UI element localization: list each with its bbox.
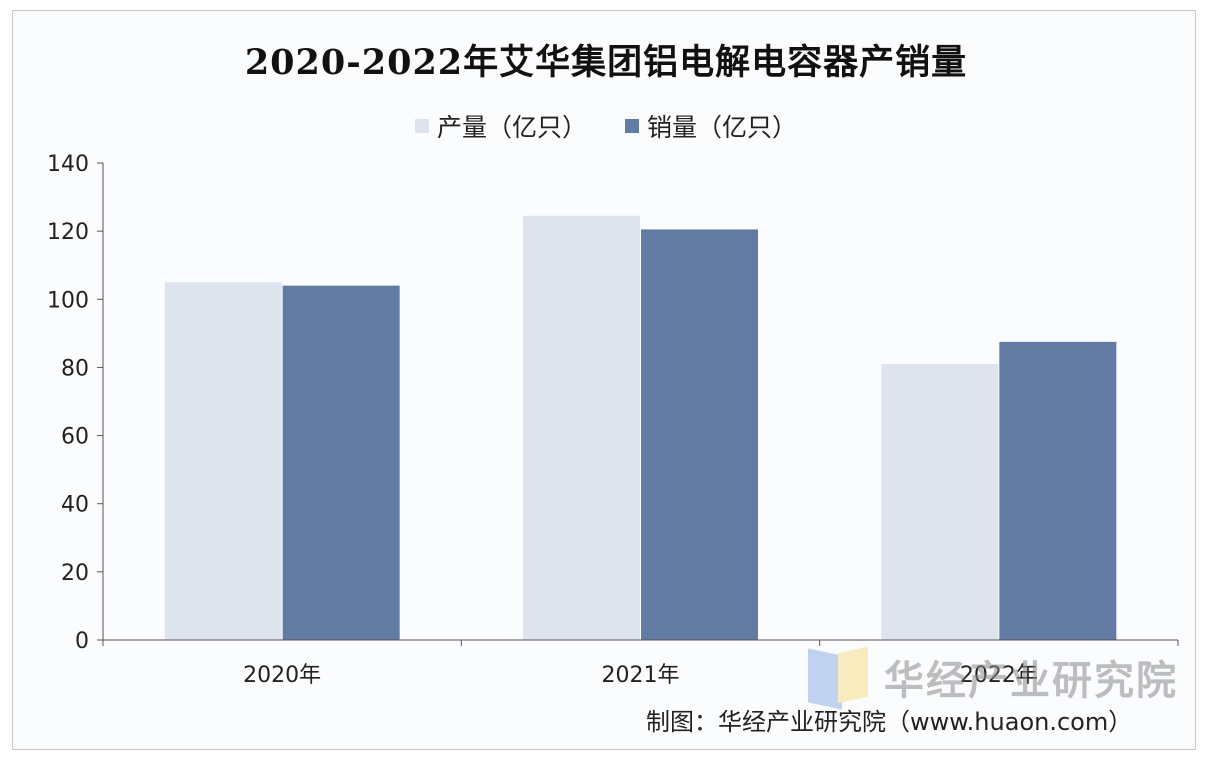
x-tick-label: 2022年 <box>960 663 1038 688</box>
watermark-text: 华经产业研究院 <box>884 658 1178 704</box>
x-tick-label: 2020年 <box>243 663 321 688</box>
y-tick-label: 60 <box>61 425 89 450</box>
y-tick-label: 40 <box>61 493 89 518</box>
y-tick-label: 120 <box>47 220 89 245</box>
source-note: 制图：华经产业研究院（www.huaon.com） <box>646 708 1133 736</box>
y-tick-label: 140 <box>47 152 89 177</box>
bar-production-0 <box>164 282 282 640</box>
x-tick-label: 2021年 <box>602 663 680 688</box>
legend-swatch-production <box>414 119 429 133</box>
chart-title: 2020-2022年艾华集团铝电解电容器产销量 <box>244 42 968 83</box>
y-tick-label: 100 <box>47 288 89 313</box>
legend-item-production: 产量（亿只） <box>414 108 587 144</box>
legend-item-sales: 销量（亿只） <box>625 108 797 144</box>
watermark-logo-icon <box>808 646 870 710</box>
legend-label-sales: 销量（亿只） <box>647 113 798 142</box>
y-tick-label: 80 <box>61 356 89 381</box>
watermark: 华经产业研究院 <box>808 646 1178 710</box>
legend-label-production: 产量（亿只） <box>436 113 587 142</box>
bar-sales-2 <box>999 341 1117 640</box>
bar-production-1 <box>523 215 640 640</box>
legend-swatch-sales <box>625 119 639 133</box>
bar-production-2 <box>881 364 999 640</box>
y-tick-label: 0 <box>75 629 89 654</box>
bar-sales-0 <box>282 285 400 640</box>
y-tick-label: 20 <box>61 561 89 586</box>
bar-sales-1 <box>641 229 758 641</box>
legend: 产量（亿只） 销量（亿只） <box>0 108 1212 144</box>
